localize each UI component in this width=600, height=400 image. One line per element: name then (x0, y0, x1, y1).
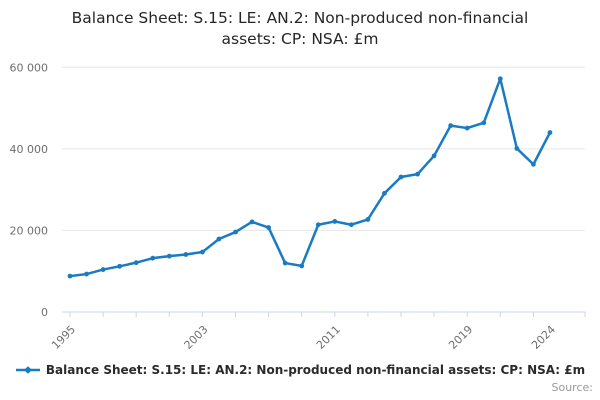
data-point-marker[interactable] (166, 253, 172, 259)
source-label: Source: (551, 381, 594, 394)
data-point-marker[interactable] (332, 219, 338, 224)
data-point-marker[interactable] (547, 130, 553, 135)
data-point-marker[interactable] (481, 120, 487, 126)
chart-title-line1: Balance Sheet: S.15: LE: AN.2: Non-produ… (71, 9, 529, 27)
data-point-marker[interactable] (398, 174, 404, 180)
data-point-marker[interactable] (415, 171, 420, 177)
y-axis-tick-label: 40 000 (10, 143, 49, 156)
data-point-marker[interactable] (249, 219, 255, 225)
data-point-marker[interactable] (117, 263, 123, 269)
data-point-marker[interactable] (431, 153, 437, 159)
data-point-marker[interactable] (100, 267, 106, 272)
data-point-marker[interactable] (464, 125, 470, 131)
data-point-marker[interactable] (282, 260, 288, 266)
data-point-marker[interactable] (266, 225, 271, 230)
data-point-marker[interactable] (348, 222, 354, 228)
legend-marker-icon (15, 366, 40, 374)
x-axis-tick-label: 2024 (529, 323, 558, 352)
data-point-marker[interactable] (150, 255, 156, 261)
data-point-marker[interactable] (365, 217, 371, 222)
x-axis-tick-label: 2003 (182, 323, 211, 352)
data-point-marker[interactable] (67, 273, 73, 279)
line-chart-plot-area: 0 20 000 40 000 60 000 1995 2003 2011 2019 2024 (10, 61, 586, 352)
data-point-marker[interactable] (84, 271, 89, 277)
data-point-marker[interactable] (299, 263, 305, 269)
chart-title: Balance Sheet: S.15: LE: AN.2: Non-produ… (0, 8, 600, 50)
data-point-marker[interactable] (514, 146, 520, 151)
x-axis-tick-label: 2019 (446, 323, 475, 352)
legend-item[interactable]: Balance Sheet: S.15: LE: AN.2: Non-produ… (0, 363, 600, 377)
chart-title-line2: assets: CP: NSA: £m (221, 30, 379, 48)
data-point-marker[interactable] (531, 161, 536, 167)
legend-label: Balance Sheet: S.15: LE: AN.2: Non-produ… (45, 363, 586, 377)
data-point-marker[interactable] (200, 249, 205, 255)
data-point-marker[interactable] (448, 123, 454, 129)
data-point-marker[interactable] (315, 222, 321, 228)
data-point-marker[interactable] (497, 76, 503, 82)
x-axis-tick-label: 2011 (314, 323, 343, 352)
data-point-marker[interactable] (233, 229, 238, 235)
data-point-marker[interactable] (183, 252, 189, 257)
data-point-marker[interactable] (216, 236, 222, 242)
y-axis-tick-label: 0 (41, 306, 48, 319)
x-axis-tick-label: 1995 (49, 323, 78, 352)
data-point-marker[interactable] (382, 190, 387, 196)
y-axis-tick-label: 60 000 (10, 61, 49, 74)
series-line (68, 77, 552, 278)
data-point-marker[interactable] (133, 260, 139, 266)
y-axis-tick-label: 20 000 (10, 224, 49, 237)
